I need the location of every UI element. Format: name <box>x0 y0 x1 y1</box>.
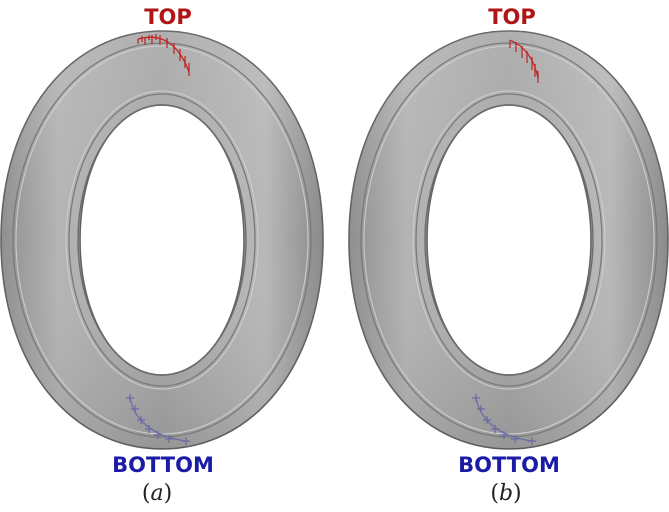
bottom-markers-a <box>126 394 190 445</box>
bottom-markers-b <box>472 394 536 445</box>
torus-ring-a <box>0 30 324 450</box>
torus-ring-b <box>348 30 669 450</box>
top-markers-a <box>137 34 190 76</box>
panel-b: TOP BOTTOM (b) <box>348 5 669 506</box>
caption-a: (a) <box>142 481 172 506</box>
top-label-b: TOP <box>488 5 536 29</box>
top-label-a: TOP <box>144 5 192 29</box>
caption-b: (b) <box>490 481 521 506</box>
panel-a: TOP BOTTOM (a) <box>0 5 324 506</box>
bottom-label-b: BOTTOM <box>458 453 560 477</box>
bottom-label-a: BOTTOM <box>112 453 214 477</box>
top-markers-b <box>509 39 539 83</box>
